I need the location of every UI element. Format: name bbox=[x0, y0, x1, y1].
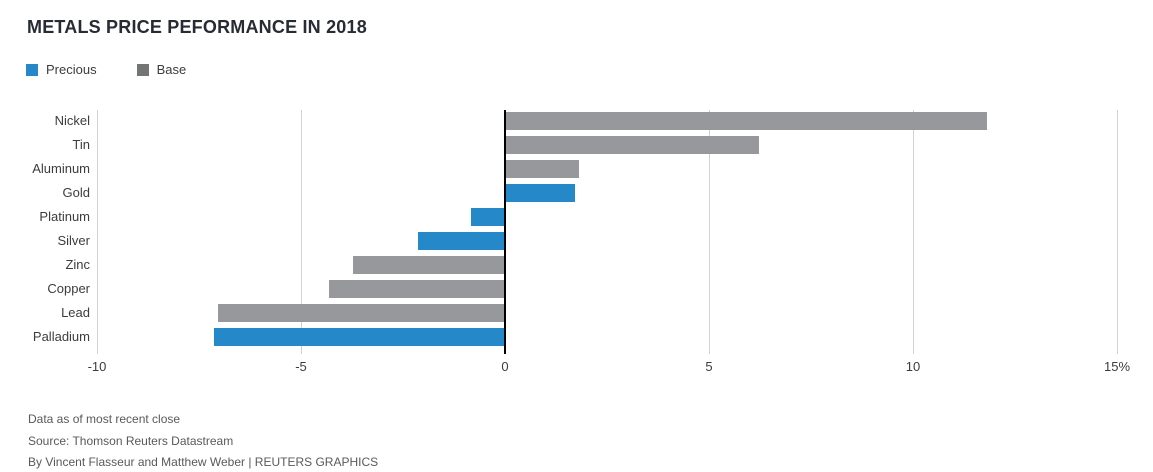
bar-aluminum bbox=[506, 160, 580, 178]
bar-palladium bbox=[214, 328, 504, 346]
page-title: METALS PRICE PEFORMANCE IN 2018 bbox=[27, 17, 367, 37]
gridline-15 bbox=[1116, 110, 1118, 354]
bar-silver bbox=[418, 232, 504, 250]
x-tick-label: 15% bbox=[1103, 359, 1131, 374]
bar-zinc bbox=[353, 256, 504, 274]
footer-note: Data as of most recent close bbox=[28, 412, 181, 426]
category-label-tin: Tin bbox=[72, 137, 90, 152]
chart-legend: Precious Base bbox=[26, 62, 186, 77]
category-label-gold: Gold bbox=[62, 185, 90, 200]
bar-gold bbox=[506, 184, 576, 202]
gridline--5 bbox=[300, 110, 302, 354]
x-tick-label: 10 bbox=[905, 359, 921, 374]
bar-copper bbox=[328, 280, 504, 298]
x-tick-label: -5 bbox=[295, 359, 307, 374]
legend-item-base: Base bbox=[136, 62, 187, 77]
bar-nickel bbox=[506, 112, 988, 130]
legend-label: Base bbox=[156, 62, 187, 77]
x-tick-label: 5 bbox=[705, 359, 713, 374]
footer-source: Source: Thomson Reuters Datastream bbox=[28, 433, 234, 448]
gridline-10 bbox=[912, 110, 914, 354]
x-tick-label: -10 bbox=[87, 359, 107, 374]
category-label-lead: Lead bbox=[61, 305, 90, 320]
zero-axis bbox=[504, 110, 506, 354]
bar-tin bbox=[506, 136, 759, 154]
footer-byline: By Vincent Flasseur and Matthew Weber | … bbox=[28, 455, 379, 469]
bar-platinum bbox=[471, 208, 504, 226]
legend-item-precious: Precious bbox=[26, 62, 97, 77]
legend-label: Precious bbox=[46, 62, 97, 77]
category-label-palladium: Palladium bbox=[32, 329, 90, 344]
x-tick-label: 0 bbox=[501, 359, 509, 374]
category-label-silver: Silver bbox=[57, 233, 90, 248]
bar-lead bbox=[218, 304, 504, 322]
gridline--10 bbox=[96, 110, 98, 354]
category-label-copper: Copper bbox=[47, 281, 90, 296]
gridline-5 bbox=[708, 110, 710, 354]
category-label-aluminum: Aluminum bbox=[32, 161, 90, 176]
category-label-platinum: Platinum bbox=[39, 209, 90, 224]
chart-footer: Data as of most recent close Source: Tho… bbox=[28, 409, 378, 472]
plot-area: -10 -5 0 5 10 15% Nickel Tin Aluminum Gold Platinu… bbox=[0, 110, 1153, 374]
legend-swatch-base bbox=[136, 63, 149, 76]
category-label-nickel: Nickel bbox=[54, 113, 90, 128]
legend-swatch-precious bbox=[26, 63, 38, 76]
category-label-zinc: Zinc bbox=[65, 257, 90, 272]
